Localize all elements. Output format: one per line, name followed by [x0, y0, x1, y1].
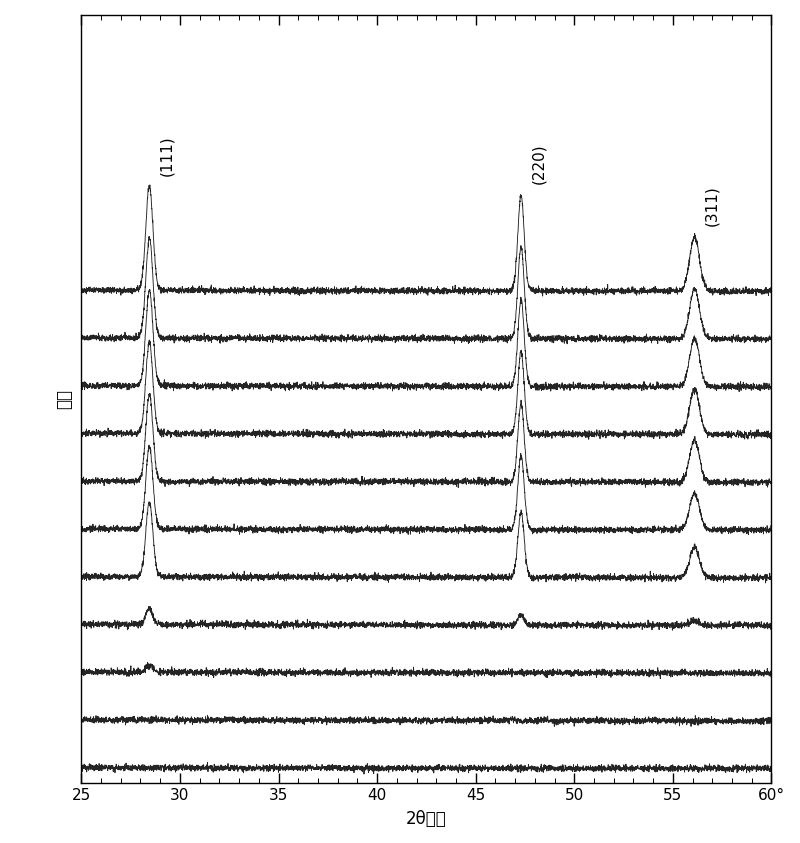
X-axis label: 2θ角度: 2θ角度 [406, 810, 446, 828]
Y-axis label: 峰强: 峰强 [55, 389, 73, 409]
Text: (220): (220) [531, 143, 546, 185]
Text: (111): (111) [159, 135, 174, 175]
Text: (311): (311) [704, 185, 719, 226]
